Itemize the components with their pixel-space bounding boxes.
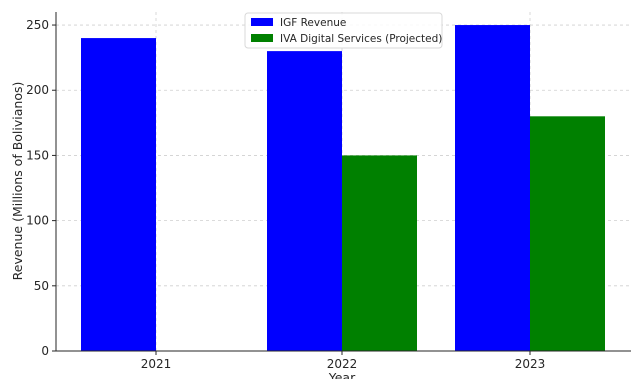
y-tick-label: 200 <box>26 83 49 97</box>
y-axis-title: Revenue (Millions of Bolivianos) <box>10 82 25 281</box>
bars <box>81 25 605 352</box>
x-tick-label: 2022 <box>327 357 358 371</box>
bar-igf-2022 <box>267 51 342 351</box>
x-axis-title: Year <box>328 370 356 379</box>
y-tick-label: 250 <box>26 18 49 32</box>
legend: IGF Revenue IVA Digital Services (Project… <box>244 12 443 49</box>
bar-igf-2021 <box>81 38 156 351</box>
legend-swatch <box>251 18 273 26</box>
axes: 0 50 100 150 200 250 2021 2022 2023 <box>26 12 631 371</box>
y-tick-label: 150 <box>26 148 49 162</box>
y-tick-label: 100 <box>26 214 49 228</box>
bar-iva-2022 <box>342 155 417 351</box>
x-tick-label: 2023 <box>515 357 546 371</box>
legend-box <box>244 12 443 49</box>
bar-igf-2023 <box>455 25 530 352</box>
legend-swatch <box>251 34 273 42</box>
legend-label: IGF Revenue <box>280 17 346 29</box>
y-tick-label: 0 <box>41 344 49 358</box>
x-tick-label: 2021 <box>141 357 172 371</box>
y-tick-label: 50 <box>34 279 49 293</box>
legend-label: IVA Digital Services (Projected) <box>280 33 442 45</box>
bar-iva-2023 <box>530 116 605 351</box>
